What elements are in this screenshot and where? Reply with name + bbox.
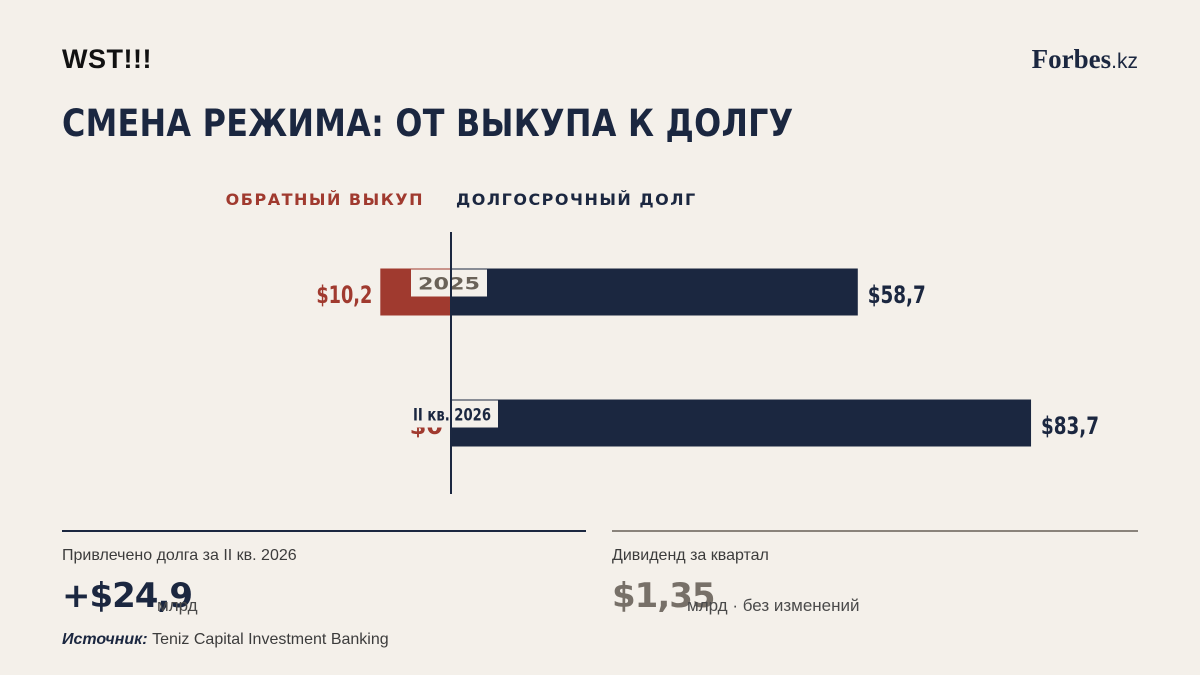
category-tag-box-0 [411, 269, 487, 297]
source-line: Источник: Teniz Capital Investment Banki… [62, 631, 389, 649]
wst-logo: WST!!! [62, 44, 152, 74]
divider-left [62, 530, 586, 532]
stat-right-label: Дивиденд за квартал [612, 547, 769, 564]
forbes-logo-tld: .kz [1111, 50, 1138, 73]
chart-title: СМЕНА РЕЖИМА: ОТ ВЫКУПА К ДОЛГУ [62, 102, 794, 145]
stat-right-value: $1,35 [612, 576, 716, 616]
source-text: Teniz Capital Investment Banking [152, 631, 389, 648]
legend-debt: ДОЛГОСРОЧНЫЙ ДОЛГ [456, 190, 697, 209]
category-label-0: 2025 [418, 275, 480, 295]
debt-bar-0 [451, 268, 858, 316]
debt-value-label-0: $58,7 [868, 281, 926, 309]
source-label: Источник: [62, 631, 148, 648]
stat-right-unit: млрд · без изменений [687, 596, 860, 615]
legend-buyback: ОБРАТНЫЙ ВЫКУП [225, 190, 424, 209]
stat-left-value: +$24,9 [62, 576, 193, 616]
stat-left-unit: млрд [157, 596, 198, 615]
buyback-value-label-0: $10,2 [316, 281, 372, 309]
forbes-logo-text: Forbes [1031, 44, 1112, 74]
stat-left-label: Привлечено долга за II кв. 2026 [62, 547, 297, 564]
debt-value-label-1: $83,7 [1041, 412, 1099, 440]
divider-right [612, 530, 1138, 532]
debt-bar-1 [451, 399, 1032, 447]
forbes-kz-logo: Forbes.kz [1032, 44, 1138, 75]
